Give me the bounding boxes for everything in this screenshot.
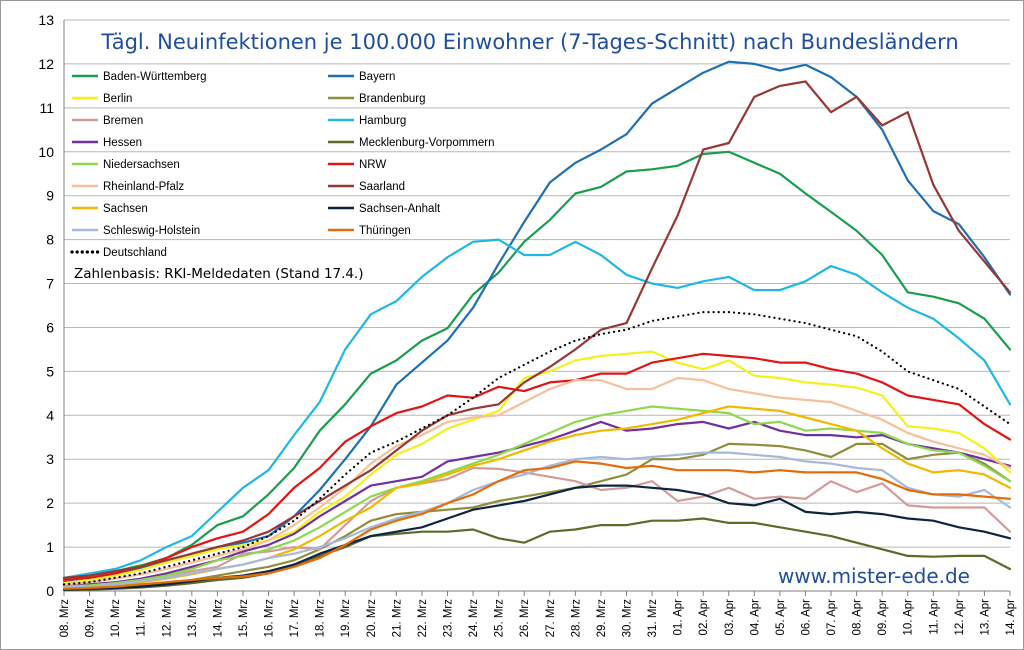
series-line-11 <box>62 80 1012 579</box>
y-tick-label: 10 <box>38 144 54 160</box>
y-tick-label: 13 <box>38 12 54 28</box>
y-tick-label: 4 <box>46 407 54 423</box>
series-line-5 <box>62 238 1012 579</box>
x-tick-label: 29. Mrz <box>596 599 608 638</box>
watermark-url: www.mister-ede.de <box>778 564 970 588</box>
legend-label-10: Rheinland-Pfalz <box>103 181 184 193</box>
legend-label-9: NRW <box>359 159 386 171</box>
x-tick-label: 16. Mrz <box>264 599 276 638</box>
x-tick-label: 06. Apr <box>800 599 812 636</box>
x-tick-label: 12. Apr <box>954 599 966 636</box>
y-tick-label: 0 <box>46 583 54 599</box>
y-tick-label: 9 <box>46 188 54 204</box>
x-tick-label: 05. Apr <box>775 599 787 636</box>
source-note: Zahlenbasis: RKI-Meldedaten (Stand 17.4.… <box>74 266 364 282</box>
x-tick-label: 12. Mrz <box>161 599 173 638</box>
x-tick-label: 07. Apr <box>826 599 838 636</box>
x-tick-label: 31. Mrz <box>647 599 659 638</box>
x-tick-label: 28. Mrz <box>570 599 582 638</box>
x-tick-label: 03. Apr <box>724 599 736 636</box>
x-axis-ticks: 08. Mrz 09. Mrz 10. Mrz 11. Mrz 12. Mrz 13. M… <box>59 591 1017 637</box>
x-tick-label: 22. Mrz <box>417 599 429 638</box>
legend: Baden-Württemberg Bayern Berlin Brandenburg… <box>70 71 495 259</box>
series-line-9 <box>62 352 1012 582</box>
y-tick-label: 6 <box>46 319 54 335</box>
y-tick-label: 7 <box>46 276 54 292</box>
series-lines <box>62 60 1012 592</box>
x-tick-label: 30. Mrz <box>621 599 633 638</box>
x-tick-label: 21. Mrz <box>391 599 403 638</box>
x-tick-label: 24. Mrz <box>468 599 480 638</box>
x-tick-label: 14. Mrz <box>212 599 224 638</box>
y-tick-label: 8 <box>46 232 54 248</box>
x-tick-label: 11. Apr <box>928 599 940 635</box>
legend-label-12: Sachsen <box>103 203 148 215</box>
x-tick-label: 11. Mrz <box>136 599 148 637</box>
legend-label-1: Bayern <box>359 71 395 83</box>
x-tick-label: 13. Mrz <box>187 599 199 638</box>
grid <box>63 19 1010 592</box>
x-tick-label: 08. Mrz <box>59 599 71 638</box>
series-line-15 <box>62 460 1012 590</box>
legend-label-15: Thüringen <box>359 225 411 237</box>
x-tick-label: 27. Mrz <box>545 599 557 638</box>
y-tick-label: 2 <box>46 495 54 511</box>
series-line-10 <box>62 376 1012 586</box>
x-tick-label: 20. Mrz <box>366 599 378 638</box>
x-tick-label: 02. Apr <box>698 599 710 636</box>
y-tick-label: 11 <box>39 100 54 116</box>
chart-title: Tägl. Neuinfektionen je 100.000 Einwohne… <box>100 30 958 54</box>
legend-label-8: Niedersachsen <box>103 159 180 171</box>
y-tick-label: 1 <box>46 539 54 555</box>
x-tick-label: 01. Apr <box>673 599 685 636</box>
series-line-16 <box>62 311 1012 586</box>
legend-label-14: Schleswig-Holstein <box>103 225 200 237</box>
series-line-4 <box>62 466 1012 588</box>
series-line-7 <box>62 517 1012 592</box>
x-tick-label: 26. Mrz <box>519 599 531 638</box>
legend-label-4: Bremen <box>103 115 143 127</box>
series-line-3 <box>62 442 1012 590</box>
series-line-0 <box>62 150 1012 580</box>
x-tick-label: 09. Apr <box>877 599 889 636</box>
x-tick-label: 10. Mrz <box>110 599 122 638</box>
y-tick-label: 5 <box>46 363 54 379</box>
x-tick-label: 23. Mrz <box>443 599 455 638</box>
legend-label-13: Sachsen-Anhalt <box>359 203 441 215</box>
x-tick-label: 13. Apr <box>979 599 991 636</box>
x-tick-label: 08. Apr <box>852 599 864 636</box>
x-tick-label: 25. Mrz <box>494 599 506 638</box>
x-tick-label: 04. Apr <box>749 599 761 636</box>
x-tick-label: 10. Apr <box>903 599 915 636</box>
legend-label-5: Hamburg <box>359 115 406 127</box>
y-tick-label: 3 <box>46 451 54 467</box>
legend-label-11: Saarland <box>359 181 405 193</box>
x-tick-label: 09. Mrz <box>85 599 97 638</box>
legend-label-2: Berlin <box>103 93 132 105</box>
legend-label-0: Baden-Württemberg <box>103 71 207 83</box>
legend-label-3: Brandenburg <box>359 93 426 105</box>
x-tick-label: 14. Apr <box>1005 599 1017 636</box>
y-tick-label: 12 <box>38 56 54 72</box>
x-tick-label: 18. Mrz <box>315 599 327 638</box>
x-tick-label: 15. Mrz <box>238 599 250 638</box>
legend-label-16: Deutschland <box>103 247 167 259</box>
legend-label-7: Mecklenburg-Vorpommern <box>359 137 495 149</box>
x-tick-label: 19. Mrz <box>340 599 352 638</box>
x-tick-label: 17. Mrz <box>289 599 301 638</box>
legend-label-6: Hessen <box>103 137 142 149</box>
